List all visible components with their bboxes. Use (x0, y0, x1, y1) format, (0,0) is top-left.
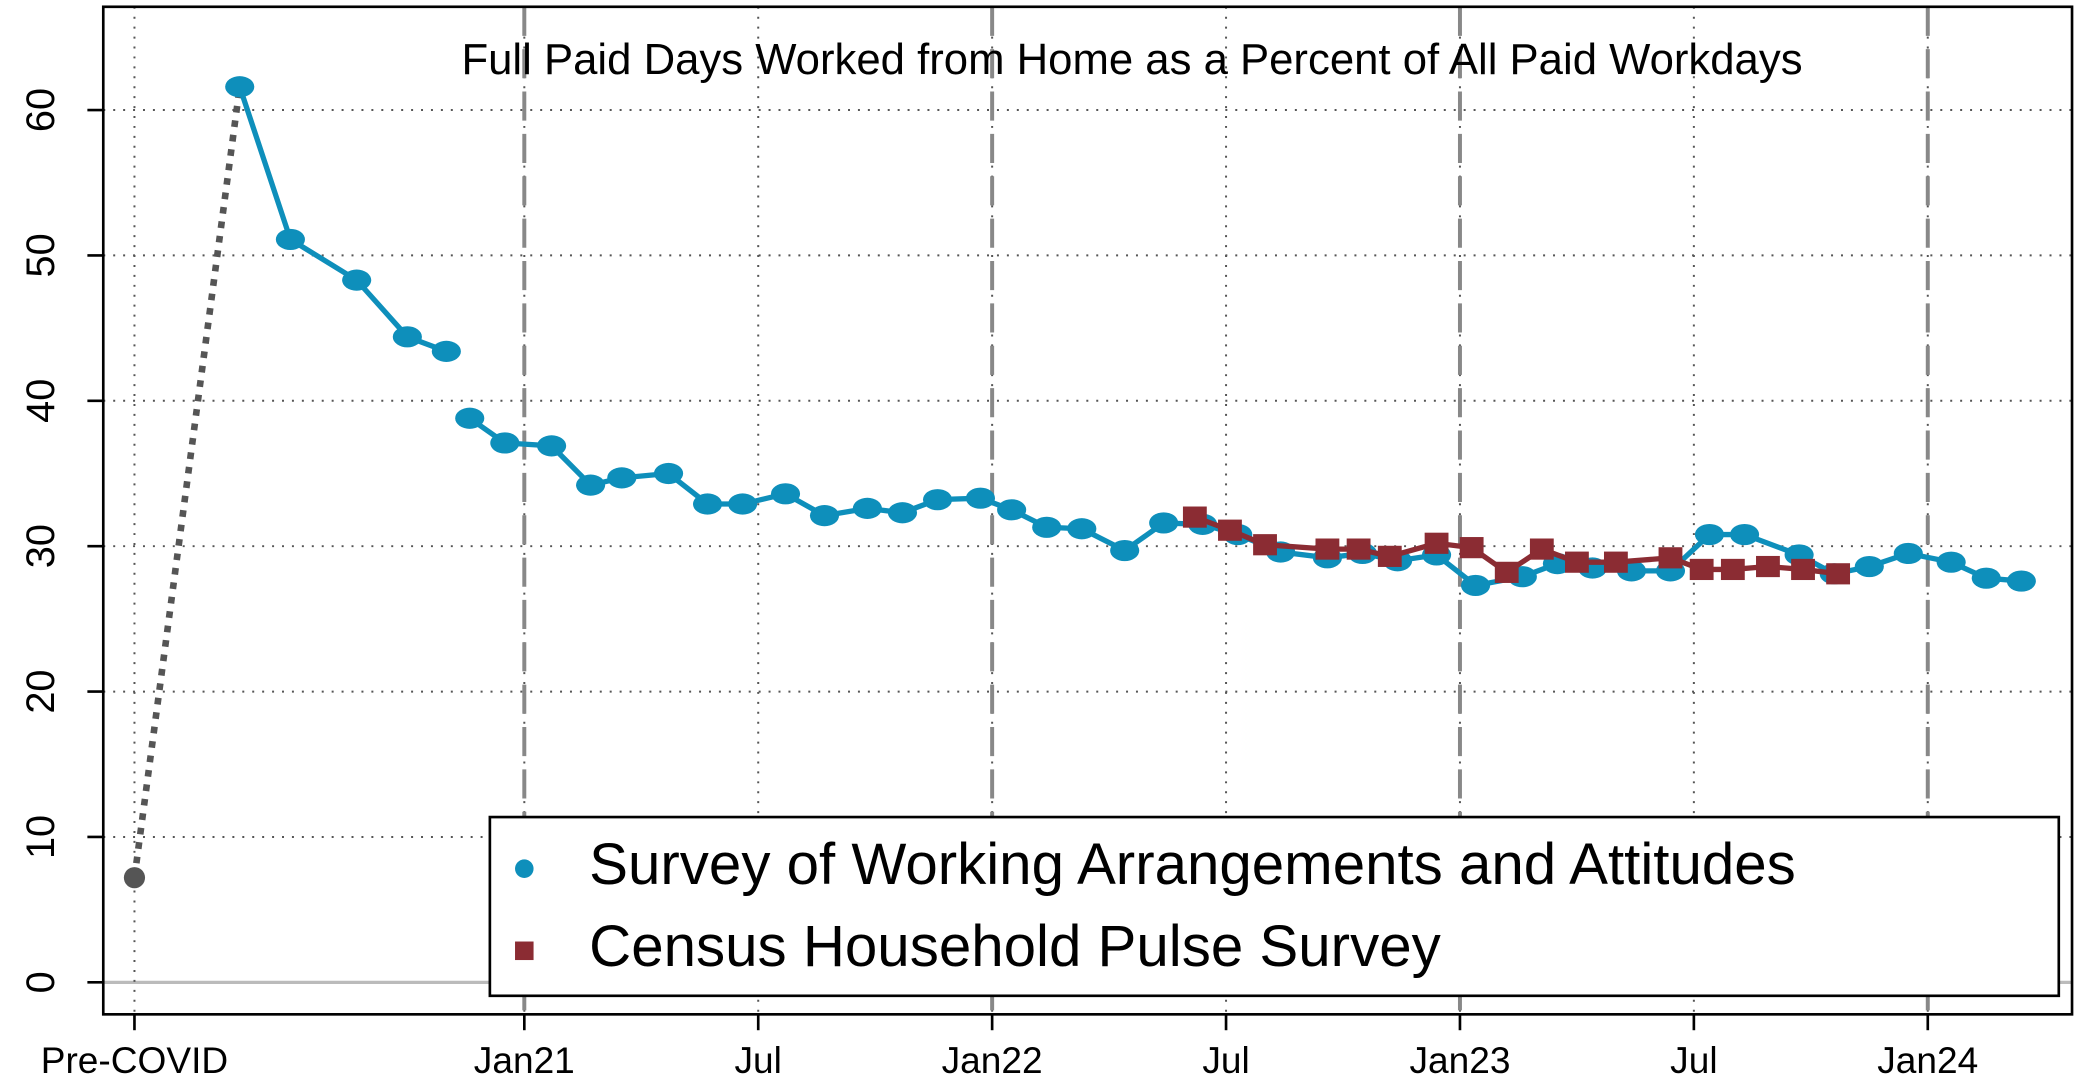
x-tick-label: Pre-COVID (41, 1039, 228, 1081)
y-tick-label: 60 (19, 88, 63, 132)
data-point (275, 228, 305, 251)
legend-swatch (515, 941, 534, 961)
series-line (237, 85, 2022, 589)
x-tick-label: Jul (1202, 1039, 1249, 1081)
data-point (1603, 551, 1628, 573)
series (1182, 506, 1851, 585)
data-point (1315, 538, 1340, 560)
y-tick-label: 30 (19, 524, 63, 568)
data-point (1149, 512, 1179, 534)
legend-box (488, 815, 2061, 998)
data-point (1494, 561, 1519, 583)
series (225, 76, 2036, 597)
y-tick-label: 0 (19, 971, 63, 993)
data-point (1756, 555, 1780, 578)
data-point (1459, 537, 1484, 559)
y-tick-label: 40 (19, 379, 63, 423)
precovid-connector (131, 86, 243, 879)
data-point (1218, 519, 1242, 541)
x-tick-label: Jan24 (1877, 1039, 1978, 1081)
data-point (1253, 534, 1277, 556)
data-point (1564, 551, 1589, 573)
data-point (1689, 558, 1714, 581)
plot-frame (101, 5, 2074, 1016)
data-point (1791, 558, 1815, 581)
data-point (1377, 545, 1402, 567)
data-point (1182, 506, 1207, 528)
data-point (455, 407, 485, 429)
data-point (1936, 551, 1966, 573)
data-point (1658, 547, 1683, 569)
data-point (1110, 539, 1140, 562)
data-point (770, 483, 801, 505)
data-point (922, 489, 953, 511)
x-tick-label: Jul (735, 1039, 782, 1081)
legend-label: Census Household Pulse Survey (589, 914, 1441, 979)
x-tick-label: Jan23 (1409, 1039, 1510, 1081)
data-point (1826, 563, 1851, 585)
data-point (1893, 542, 1923, 565)
data-point (342, 269, 372, 291)
data-point (852, 497, 882, 519)
data-point (1720, 558, 1745, 581)
data-point (1460, 574, 1491, 597)
data-point (576, 474, 606, 496)
y-tick-label: 10 (19, 815, 63, 859)
data-point (1032, 516, 1062, 538)
data-point (965, 487, 996, 509)
data-point (431, 340, 461, 362)
precovid-point (123, 867, 146, 889)
data-point (2006, 570, 2036, 592)
y-tick-label: 50 (19, 233, 63, 277)
data-point (1424, 532, 1449, 554)
y-tick-label: 20 (19, 669, 63, 713)
legend: Survey of Working Arrangements and Attit… (488, 815, 2061, 998)
data-point (692, 493, 723, 515)
data-point (490, 432, 520, 454)
data-point (537, 435, 567, 457)
data-point (809, 505, 840, 527)
data-point (887, 502, 918, 524)
data-point (392, 326, 422, 348)
data-point (607, 467, 637, 489)
x-tick-label: Jul (1670, 1039, 1717, 1081)
data-point (225, 76, 255, 98)
data-point (1529, 538, 1554, 560)
data-point (1971, 567, 2001, 589)
data-point (728, 493, 758, 515)
legend-swatch (515, 859, 534, 878)
data-point (1729, 523, 1760, 546)
data-point (1067, 518, 1097, 540)
legend-label: Survey of Working Arrangements and Attit… (589, 832, 1796, 897)
data-point (1346, 538, 1371, 560)
x-tick-label: Jan22 (942, 1039, 1043, 1081)
x-tick-label: Jan21 (474, 1039, 575, 1081)
data-point (653, 462, 684, 485)
data-point (997, 499, 1027, 521)
data-point (1694, 523, 1725, 546)
chart-title: Full Paid Days Worked from Home as a Per… (461, 35, 1802, 84)
data-point (1854, 555, 1884, 578)
